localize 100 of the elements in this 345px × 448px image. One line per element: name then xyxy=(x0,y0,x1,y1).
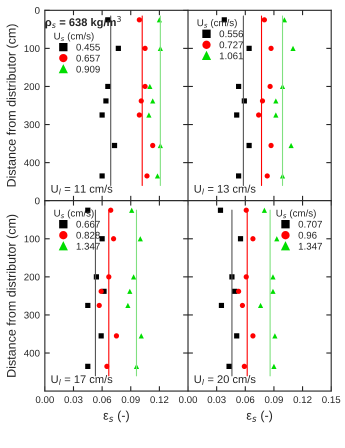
point xyxy=(234,112,240,118)
point xyxy=(290,46,296,51)
annotation: U$_{l}$ = 17 cm/s xyxy=(51,374,112,385)
legend-label: 0.707 xyxy=(298,220,322,228)
point xyxy=(110,236,116,242)
y-tick-label: 400 xyxy=(24,159,40,166)
legend-title: U$_{s}$ (cm/s) xyxy=(198,19,237,28)
point xyxy=(242,364,247,369)
point xyxy=(154,173,160,179)
legend-title: U$_{s}$ (cm/s) xyxy=(54,32,94,42)
annotation: U$_{l}$ = 11 cm/s xyxy=(51,184,112,194)
point xyxy=(262,208,267,213)
x-tick-label: 0.06 xyxy=(236,396,254,404)
point xyxy=(270,288,276,294)
point xyxy=(282,17,288,22)
y-tick-label: 300 xyxy=(24,121,40,128)
point xyxy=(264,173,270,179)
legend-label: 0.455 xyxy=(76,44,100,51)
point xyxy=(274,236,280,242)
point xyxy=(272,333,278,338)
y-axis-title: Distance from distributor (cm) xyxy=(6,214,18,377)
point xyxy=(258,302,264,308)
point xyxy=(114,333,120,338)
point xyxy=(98,288,104,294)
point xyxy=(96,302,102,308)
annotation: U$_{l}$ = 13 cm/s xyxy=(194,184,256,194)
point xyxy=(103,98,109,104)
point xyxy=(250,236,256,242)
legend-label: 0.727 xyxy=(220,41,243,48)
point xyxy=(218,208,224,213)
point xyxy=(240,302,246,308)
legend-label: 0.556 xyxy=(220,30,244,38)
point xyxy=(100,236,105,242)
legend-label: 0.657 xyxy=(76,54,100,62)
point xyxy=(150,142,156,148)
x-tick-label: 0.03 xyxy=(208,396,226,404)
point xyxy=(144,173,150,179)
legend-title: U$_{s}$ (cm/s) xyxy=(54,209,94,219)
y-tick-label: 100 xyxy=(24,236,40,242)
point xyxy=(150,98,156,104)
point xyxy=(85,302,90,308)
point xyxy=(273,98,278,104)
x-tick-label: 0.03 xyxy=(64,396,83,404)
point xyxy=(246,142,252,148)
point xyxy=(268,46,274,51)
point xyxy=(268,84,273,90)
y-tick-label: 400 xyxy=(24,350,40,357)
point xyxy=(218,302,224,308)
point xyxy=(142,46,148,51)
point xyxy=(146,112,152,118)
point xyxy=(125,302,130,308)
x-axis-title: ε$_{s}$ (-) xyxy=(104,410,129,422)
point xyxy=(138,236,143,242)
point xyxy=(100,112,105,118)
annotation: U$_{l}$ = 20 cm/s xyxy=(194,374,256,385)
x-axis-title: ε$_{s}$ (-) xyxy=(246,410,272,422)
point xyxy=(147,84,152,90)
point xyxy=(98,333,104,338)
y-tick-label: 0 xyxy=(34,7,40,14)
point xyxy=(238,236,244,242)
point xyxy=(105,84,110,90)
point xyxy=(246,46,252,51)
y-tick-label: 200 xyxy=(24,274,40,280)
point xyxy=(131,274,136,280)
point xyxy=(236,288,242,294)
legend-label: 1.347 xyxy=(298,242,322,250)
legend-label: 0.909 xyxy=(76,66,100,73)
point xyxy=(273,112,278,118)
x-tick-label: 0.00 xyxy=(178,396,198,404)
point xyxy=(138,333,144,338)
x-tick-label: 0.09 xyxy=(264,396,283,404)
point xyxy=(270,274,276,280)
point xyxy=(288,142,294,148)
point xyxy=(262,17,267,22)
point xyxy=(256,112,262,118)
legend-title: U$_{s}$ (cm/s) xyxy=(276,209,316,219)
point xyxy=(271,364,277,369)
x-tick-label: 0.00 xyxy=(36,396,54,404)
y-tick-label: 200 xyxy=(24,83,40,90)
point xyxy=(85,364,90,369)
point xyxy=(112,142,118,148)
y-axis-title: Distance from distributor (cm) xyxy=(6,24,18,186)
y-tick-label: 100 xyxy=(24,45,40,52)
point xyxy=(250,333,256,338)
point xyxy=(226,364,232,369)
x-tick-label: 0.06 xyxy=(93,396,112,404)
x-tick-label: 0.15 xyxy=(322,396,340,404)
point xyxy=(236,173,242,179)
x-tick-label: 0.12 xyxy=(293,396,312,404)
legend-label: 0.96 xyxy=(298,232,317,239)
point xyxy=(100,173,105,179)
y-tick-label: 300 xyxy=(24,312,40,319)
point xyxy=(127,288,132,294)
point xyxy=(142,84,148,90)
point xyxy=(129,208,134,213)
y-tick-label: 0 xyxy=(34,197,40,204)
x-tick-label: 0.09 xyxy=(122,396,140,404)
point xyxy=(136,112,142,118)
point xyxy=(268,142,274,148)
point xyxy=(236,84,242,90)
